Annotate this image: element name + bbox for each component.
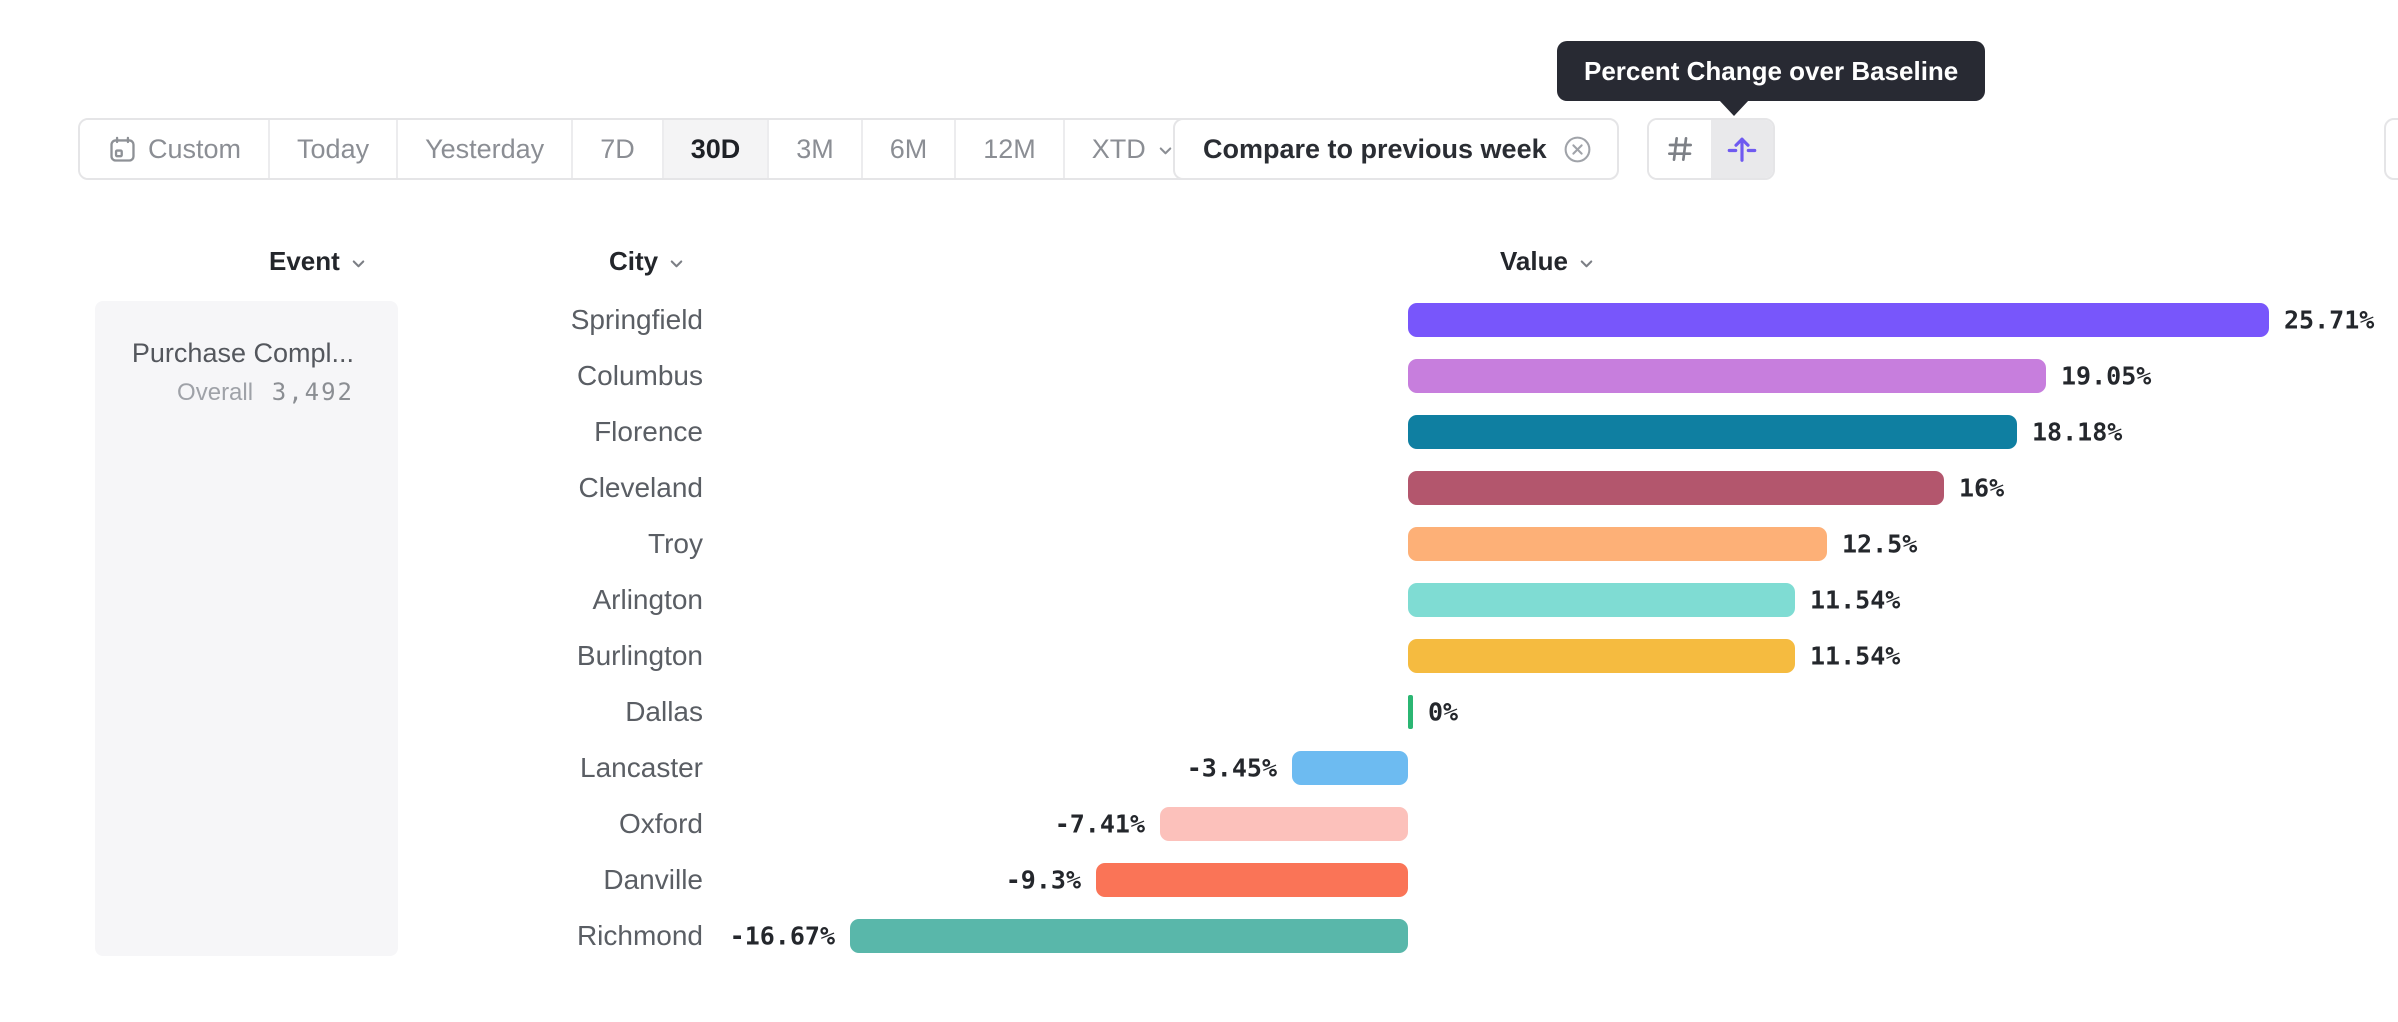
chart-row: Columbus 19.05% bbox=[0, 348, 2398, 404]
column-header-value-label: Value bbox=[1500, 246, 1568, 276]
event-panel-content: Purchase Compl... Overall 3,492 bbox=[95, 301, 398, 407]
chevron-down-icon bbox=[349, 254, 368, 273]
metric-label: Overall bbox=[177, 379, 254, 406]
compare-label: Compare to previous week bbox=[1203, 133, 1547, 164]
chart-row: Florence 18.18% bbox=[0, 404, 2398, 460]
value-label: 12.5% bbox=[1842, 529, 1918, 559]
city-label: Florence bbox=[594, 416, 703, 447]
city-label: Cleveland bbox=[578, 472, 703, 503]
calendar-icon bbox=[107, 134, 138, 165]
city-label: Springfield bbox=[570, 304, 703, 335]
chevron-down-icon bbox=[1156, 141, 1175, 160]
chart-row: Cleveland 16% bbox=[0, 460, 2398, 516]
city-label: Danville bbox=[603, 864, 703, 895]
chevron-down-icon bbox=[1577, 254, 1596, 273]
column-header-event[interactable]: Event bbox=[269, 246, 368, 277]
value-bar[interactable] bbox=[1408, 303, 2269, 337]
column-header-city[interactable]: City bbox=[609, 246, 686, 277]
metric-value: 3,492 bbox=[271, 378, 354, 406]
date-range-30d[interactable]: 30D bbox=[663, 120, 770, 178]
chart-row: Danville -9.3% bbox=[0, 852, 2398, 908]
date-range-label: 30D bbox=[690, 133, 741, 164]
date-range-group: Custom Today Yesterday 7D 30D 3M 6M 12M XTD bbox=[78, 118, 1204, 180]
value-bar[interactable] bbox=[1160, 807, 1408, 841]
event-title: Purchase Compl... bbox=[131, 338, 354, 368]
date-range-label: Today bbox=[297, 133, 370, 164]
chart-row: Troy 12.5% bbox=[0, 516, 2398, 572]
chart-row: Lancaster -3.45% bbox=[0, 740, 2398, 796]
date-range-label: 6M bbox=[889, 133, 928, 164]
city-label: Troy bbox=[648, 528, 703, 559]
chart-row: Dallas 0% bbox=[0, 684, 2398, 740]
tooltip-caret bbox=[1719, 100, 1749, 116]
chart-row: Richmond -16.67% bbox=[0, 908, 2398, 964]
value-label: -7.41% bbox=[1054, 809, 1145, 839]
toolbar: Custom Today Yesterday 7D 30D 3M 6M 12M XTD Comp… bbox=[0, 118, 2398, 180]
number-view-button[interactable] bbox=[1649, 120, 1711, 178]
remove-compare-icon[interactable] bbox=[1562, 134, 1593, 165]
tooltip-text: Percent Change over Baseline bbox=[1584, 55, 1959, 86]
city-label: Lancaster bbox=[580, 752, 703, 783]
date-range-label: 7D bbox=[600, 133, 635, 164]
column-header-city-label: City bbox=[609, 246, 659, 276]
city-label: Richmond bbox=[576, 920, 703, 951]
value-label: 19.05% bbox=[2061, 361, 2152, 391]
value-label: -3.45% bbox=[1186, 753, 1277, 783]
date-range-label: 3M bbox=[796, 133, 834, 164]
column-header-value[interactable]: Value bbox=[1500, 246, 1596, 277]
baseline-arrow-icon bbox=[1724, 131, 1760, 167]
column-header-event-label: Event bbox=[269, 246, 340, 276]
city-label: Arlington bbox=[592, 584, 703, 615]
hash-icon bbox=[1664, 133, 1696, 165]
date-range-yesterday[interactable]: Yesterday bbox=[398, 120, 574, 178]
clipped-toolbar-button[interactable] bbox=[2384, 118, 2398, 180]
city-label: Dallas bbox=[625, 696, 703, 727]
value-bar[interactable] bbox=[1408, 471, 1944, 505]
value-label: 18.18% bbox=[2032, 417, 2123, 447]
tooltip-percent-change: Percent Change over Baseline bbox=[1557, 41, 1986, 116]
date-range-3m[interactable]: 3M bbox=[769, 120, 863, 178]
date-range-7d[interactable]: 7D bbox=[573, 120, 664, 178]
value-bar[interactable] bbox=[1096, 863, 1408, 897]
bar-chart: Springfield 25.71% Columbus 19.05% Florence 1… bbox=[0, 292, 2398, 964]
value-label: 11.54% bbox=[1810, 641, 1901, 671]
event-panel-purchase-completed[interactable]: Purchase Compl... Overall 3,492 bbox=[95, 301, 398, 956]
value-bar[interactable] bbox=[1408, 527, 1827, 561]
value-label: 16% bbox=[1959, 473, 2005, 503]
view-toggle bbox=[1647, 118, 1775, 180]
zero-tick[interactable] bbox=[1408, 695, 1413, 729]
value-bar[interactable] bbox=[1408, 583, 1795, 617]
value-bar[interactable] bbox=[1408, 415, 2017, 449]
value-label: 11.54% bbox=[1810, 585, 1901, 615]
city-label: Columbus bbox=[576, 360, 703, 391]
chart-row: Arlington 11.54% bbox=[0, 572, 2398, 628]
date-range-custom[interactable]: Custom bbox=[80, 120, 271, 178]
event-metric: Overall 3,492 bbox=[95, 378, 354, 407]
value-label: -9.3% bbox=[1005, 865, 1081, 895]
value-bar[interactable] bbox=[1292, 751, 1408, 785]
value-label: -16.67% bbox=[729, 921, 835, 951]
value-label: 25.71% bbox=[2284, 305, 2375, 335]
value-label: 0% bbox=[1428, 697, 1459, 727]
city-label: Burlington bbox=[576, 640, 703, 671]
date-range-label: Custom bbox=[148, 133, 242, 164]
chart-row: Burlington 11.54% bbox=[0, 628, 2398, 684]
city-label: Oxford bbox=[618, 808, 703, 839]
date-range-label: Yesterday bbox=[425, 133, 545, 164]
compare-button[interactable]: Compare to previous week bbox=[1173, 118, 1619, 180]
value-bar[interactable] bbox=[1408, 359, 2046, 393]
chart-row: Springfield 25.71% bbox=[0, 292, 2398, 348]
date-range-12m[interactable]: 12M bbox=[956, 120, 1065, 178]
value-bar[interactable] bbox=[850, 919, 1408, 953]
date-range-today[interactable]: Today bbox=[270, 120, 399, 178]
value-bar[interactable] bbox=[1408, 639, 1795, 673]
date-range-6m[interactable]: 6M bbox=[862, 120, 957, 178]
date-range-label: XTD bbox=[1091, 133, 1146, 164]
date-range-label: 12M bbox=[983, 133, 1036, 164]
chart-row: Oxford -7.41% bbox=[0, 796, 2398, 852]
percent-change-view-button[interactable] bbox=[1711, 120, 1773, 178]
chevron-down-icon bbox=[667, 254, 686, 273]
